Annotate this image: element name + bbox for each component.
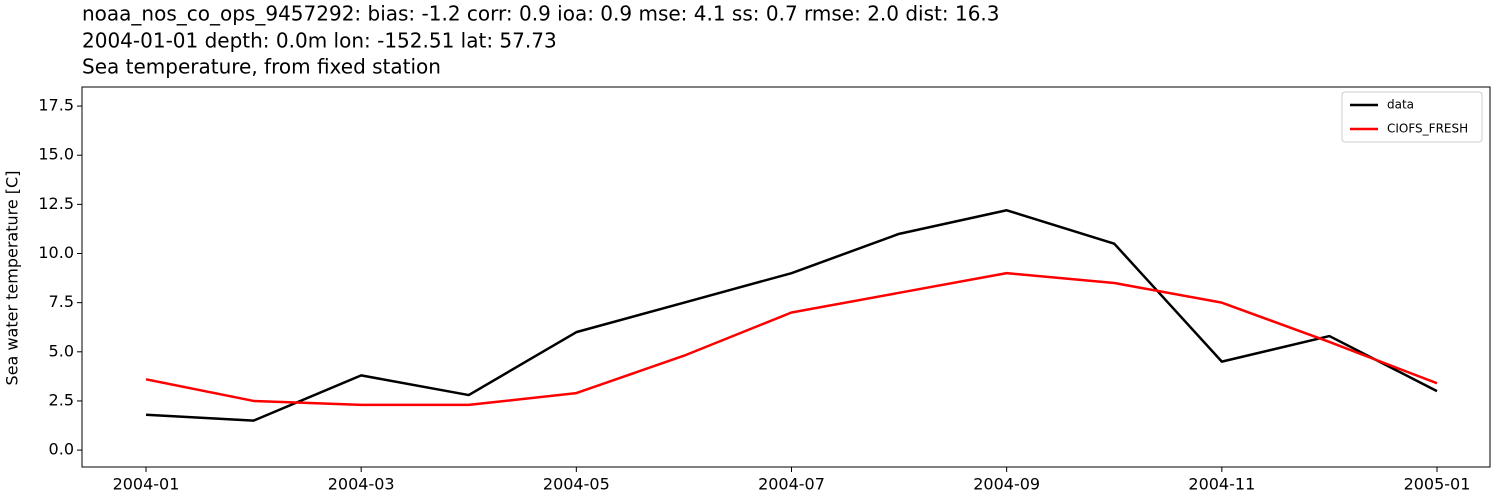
x-tick-label: 2004-03 — [328, 475, 395, 494]
y-tick-label: 17.5 — [38, 96, 74, 115]
x-tick-label: 2005-01 — [1404, 475, 1471, 494]
y-tick-label: 12.5 — [38, 194, 74, 213]
plot-frame — [81, 86, 1491, 468]
y-tick-label: 15.0 — [38, 145, 74, 164]
y-tick-label: 10.0 — [38, 243, 74, 262]
y-tick-label: 5.0 — [49, 341, 74, 360]
legend-label: CIOFS_FRESH — [1387, 122, 1468, 136]
x-tick-label: 2004-01 — [113, 475, 180, 494]
chart-subtitle: Sea temperature, from fixed station — [82, 55, 441, 79]
chart-title: noaa_nos_co_ops_9457292: bias: -1.2 corr… — [82, 2, 1000, 26]
y-tick-label: 7.5 — [49, 292, 74, 311]
legend-label: data — [1387, 98, 1414, 112]
y-tick-label: 0.0 — [49, 440, 74, 459]
chart-subtitle: 2004-01-01 depth: 0.0m lon: -152.51 lat:… — [82, 29, 557, 53]
series-line — [145, 209, 1438, 422]
x-tick-label: 2004-11 — [1188, 475, 1255, 494]
x-tick-label: 2004-07 — [758, 475, 825, 494]
x-tick-label: 2004-05 — [543, 475, 610, 494]
y-tick-label: 2.5 — [49, 390, 74, 409]
y-axis-label: Sea water temperature [C] — [3, 171, 22, 386]
x-tick-label: 2004-09 — [973, 475, 1040, 494]
series-line — [145, 271, 1438, 407]
